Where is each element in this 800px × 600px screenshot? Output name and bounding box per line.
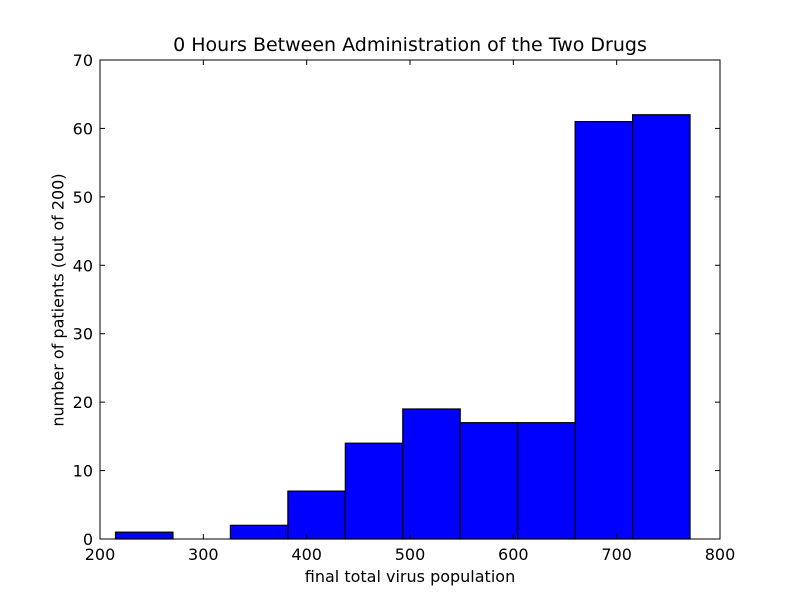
x-tick-label: 400 bbox=[291, 545, 322, 564]
y-tick-label: 70 bbox=[73, 51, 93, 70]
histogram-bar bbox=[459, 422, 519, 540]
x-tick-label: 800 bbox=[705, 545, 736, 564]
histogram-bar bbox=[344, 442, 404, 540]
chart-title: 0 Hours Between Administration of the Tw… bbox=[173, 34, 647, 56]
y-tick-label: 20 bbox=[73, 393, 93, 412]
x-axis-label: final total virus population bbox=[304, 567, 516, 586]
y-tick-label: 30 bbox=[73, 325, 93, 344]
y-tick-label: 10 bbox=[73, 462, 93, 481]
histogram-bar bbox=[631, 114, 691, 540]
y-tick-label: 60 bbox=[73, 119, 93, 138]
histogram-bar bbox=[574, 120, 634, 540]
x-tick-label: 500 bbox=[395, 545, 426, 564]
histogram-bar bbox=[517, 422, 576, 540]
histogram-bar bbox=[229, 524, 289, 540]
x-tick-label: 300 bbox=[188, 545, 219, 564]
y-tick-label: 40 bbox=[73, 256, 93, 275]
x-tick-label: 700 bbox=[601, 545, 632, 564]
histogram-bar bbox=[114, 531, 174, 540]
bars-group bbox=[114, 114, 691, 540]
histogram-bar bbox=[402, 408, 461, 540]
x-tick-label: 600 bbox=[498, 545, 529, 564]
y-tick-label: 50 bbox=[73, 188, 93, 207]
y-tick-label: 0 bbox=[83, 530, 93, 549]
ticks-group: 200 300 400 500 600 700 800 0 10 20 30 40 50 60 70 bbox=[73, 51, 736, 564]
y-axis-label: number of patients (out of 200) bbox=[48, 173, 68, 427]
histogram-bar bbox=[287, 490, 346, 540]
x-tick-label: 200 bbox=[85, 545, 116, 564]
